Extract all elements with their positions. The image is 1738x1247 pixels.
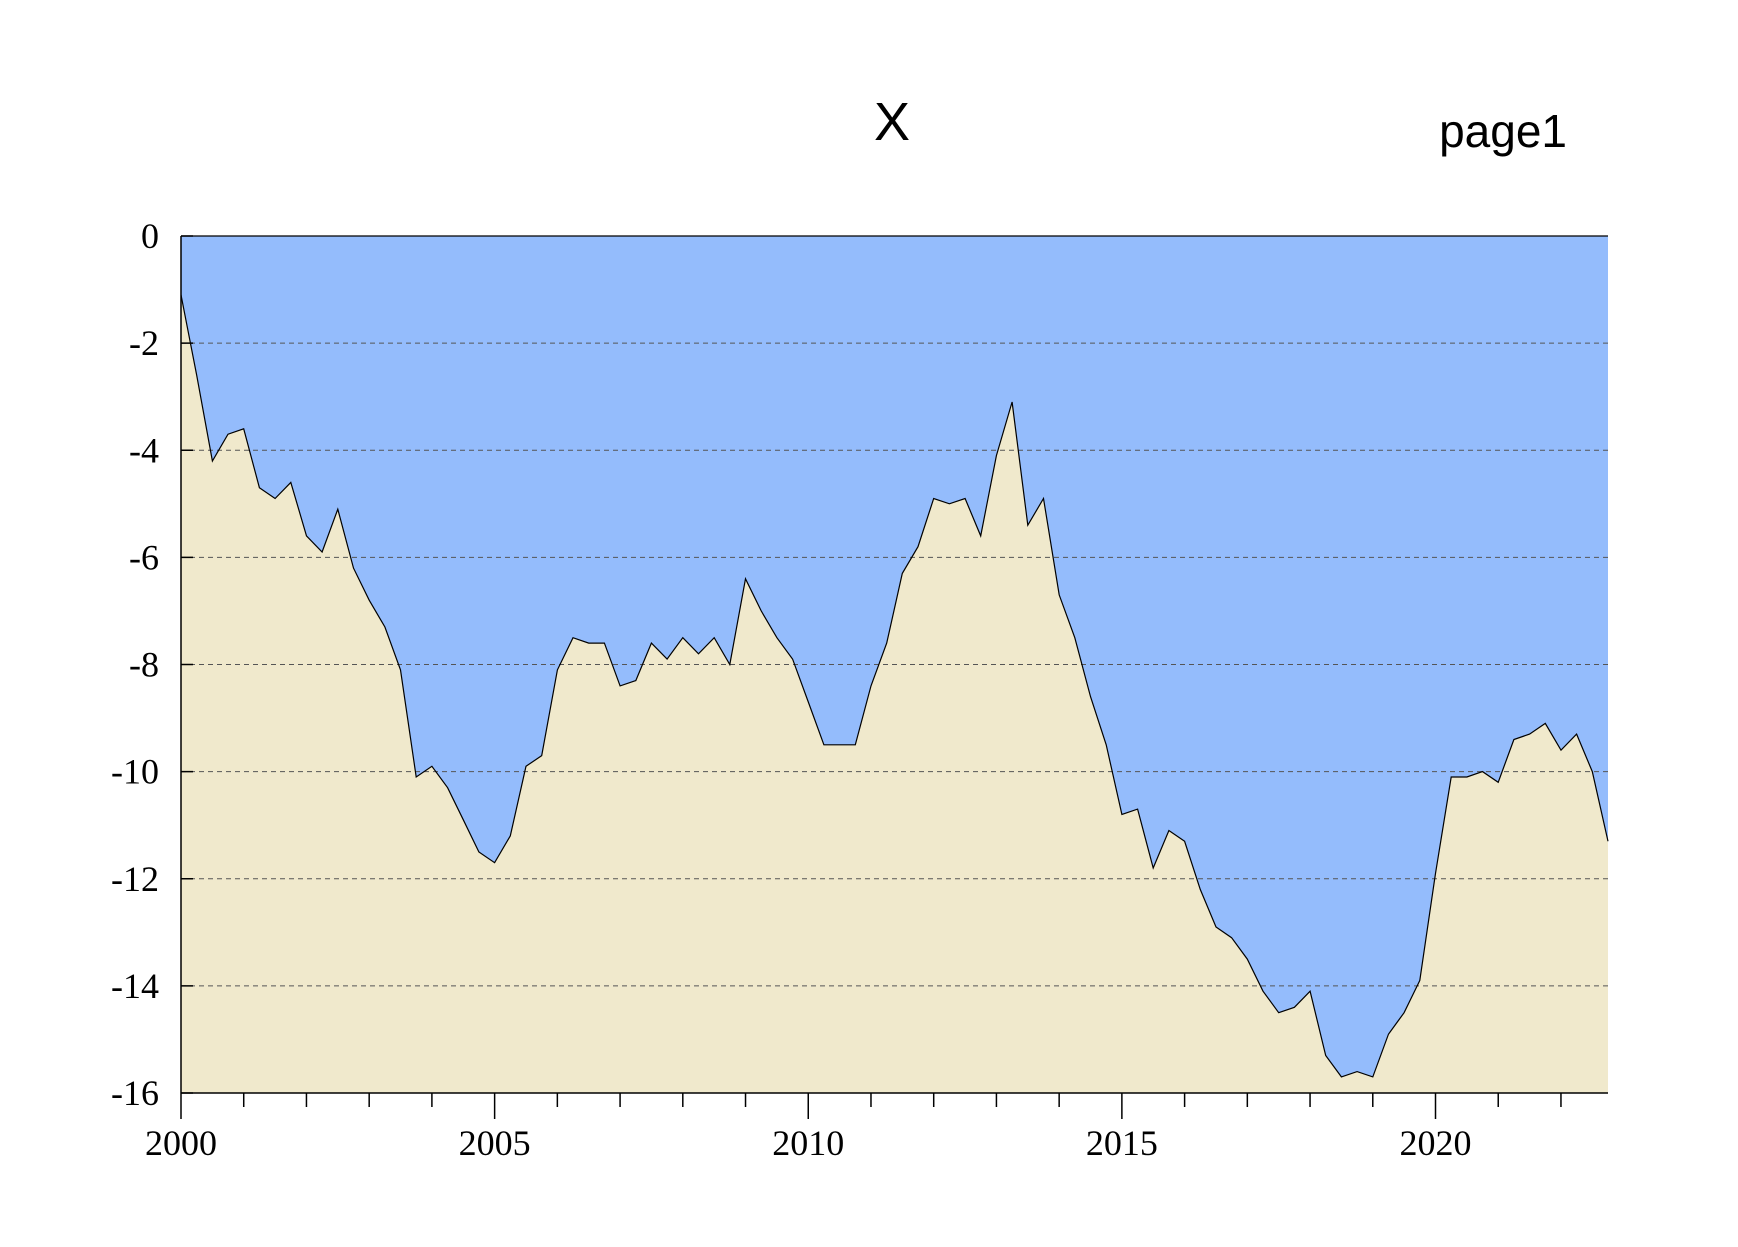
y-tick-labels: 0 -2 -4 -6 -8 -10 -12 -14 -16	[111, 216, 159, 1113]
y-tick-label: -16	[111, 1073, 159, 1113]
x-tick-label: 2015	[1086, 1123, 1158, 1163]
chart-title: X	[874, 92, 910, 152]
x-tick-label: 2000	[145, 1123, 217, 1163]
page-label: page1	[1439, 105, 1567, 157]
series-line	[180, 294, 1609, 1078]
plot-area: 0-2-4-6-8-10-12-14-16 2000 2005 2010 2015 20…	[111, 216, 1609, 1163]
y-tick-label: -2	[129, 323, 159, 363]
y-tick-label: -10	[111, 752, 159, 792]
y-tick-label: 0	[141, 216, 159, 256]
y-tick-label: -6	[129, 537, 159, 577]
area-below-fill	[181, 294, 1608, 1093]
x-tick-label: 2020	[1400, 1123, 1472, 1163]
grid-lines	[181, 342, 1608, 987]
y-tick-label: -4	[129, 430, 159, 470]
axes	[180, 235, 1608, 1119]
y-tick-label: -12	[111, 859, 159, 899]
y-tick-label: -8	[129, 645, 159, 685]
x-tick-label: 2010	[772, 1123, 844, 1163]
y-tick-label: -14	[111, 966, 159, 1006]
x-tick-label: 2005	[459, 1123, 531, 1163]
x-tick-labels: 2000 2005 2010 2015 2020	[145, 1123, 1472, 1163]
